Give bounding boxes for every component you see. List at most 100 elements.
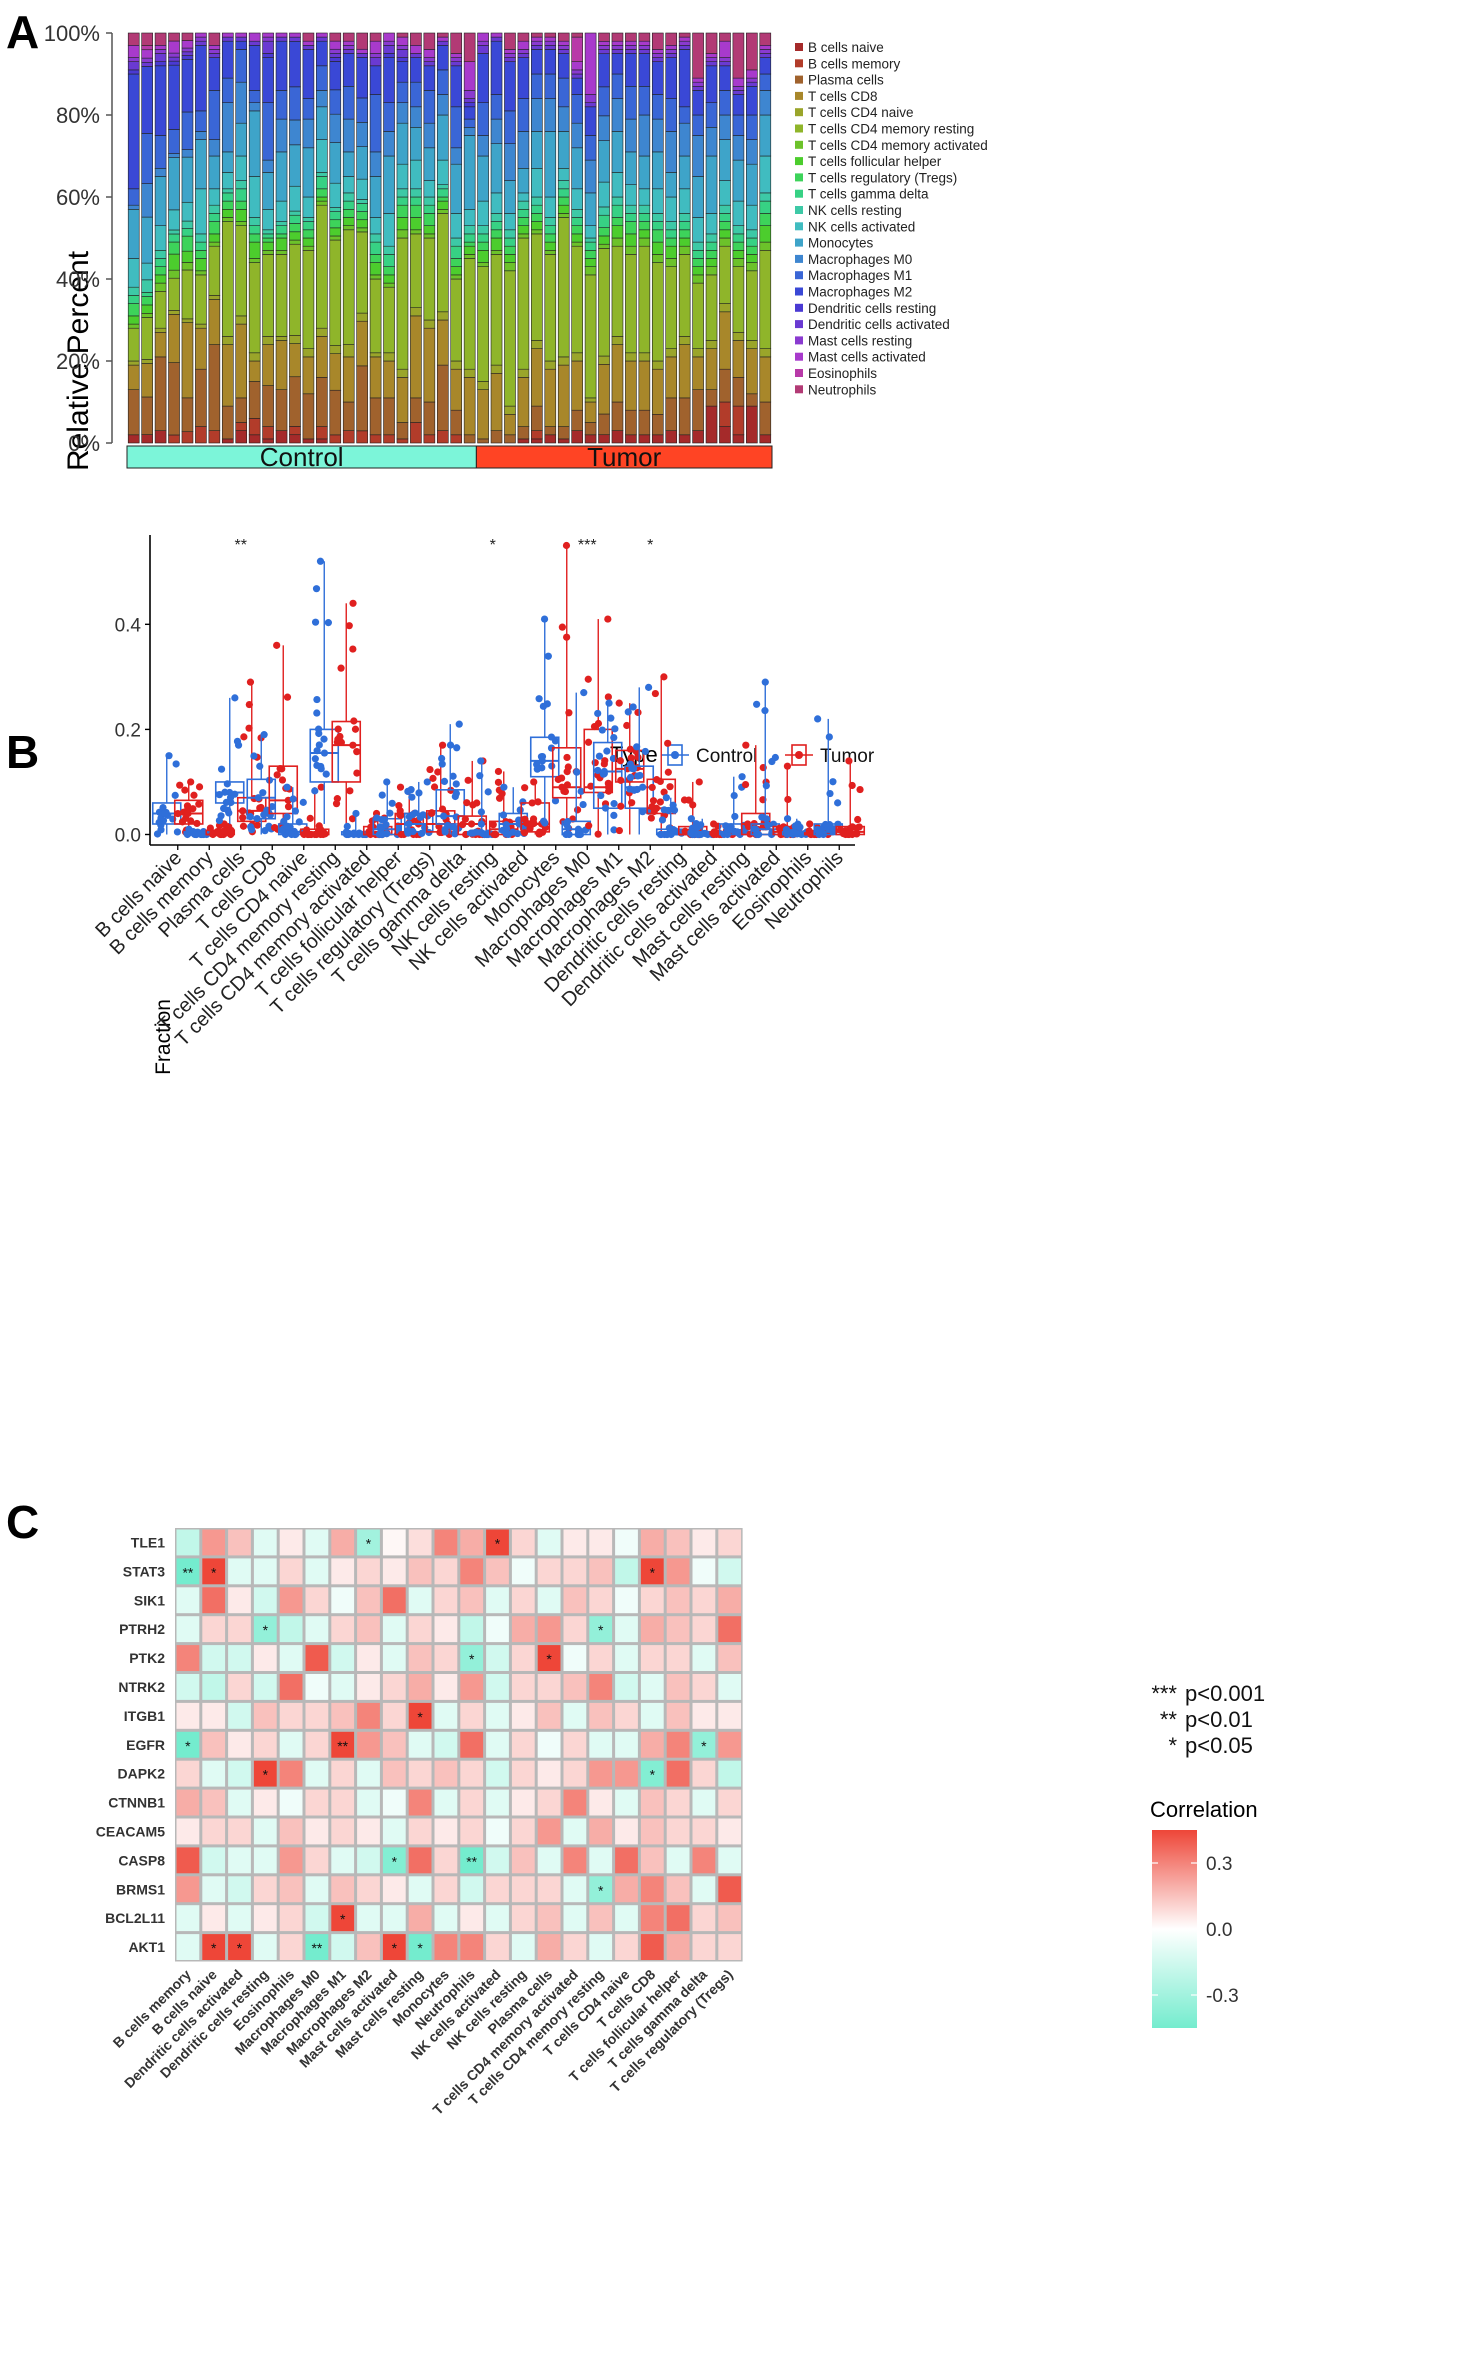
c-heatmap-cell — [511, 1731, 535, 1758]
b-data-point — [710, 820, 718, 828]
b-data-point — [407, 786, 415, 794]
b-data-point — [585, 822, 593, 830]
c-heatmap-cell — [331, 1905, 355, 1932]
a-bar-segment — [369, 278, 382, 354]
b-data-point — [530, 819, 538, 827]
a-bar-segment — [557, 77, 570, 108]
c-heatmap-cell — [718, 1760, 742, 1787]
b-data-point — [697, 821, 705, 829]
b-data-point — [426, 765, 434, 774]
b-data-point — [452, 780, 460, 788]
b-data-point — [311, 618, 320, 626]
b-data-point — [256, 804, 264, 812]
a-bar-segment — [638, 245, 651, 354]
b-data-point — [796, 823, 804, 831]
a-bar-segment — [571, 360, 583, 411]
c-heatmap-cell — [511, 1674, 535, 1700]
c-row-label: CASP8 — [118, 1852, 165, 1868]
a-bar-segment — [396, 196, 409, 206]
a-bar-segment — [436, 40, 449, 46]
a-bar-segment — [611, 217, 624, 226]
a-bar-segment — [544, 225, 557, 235]
a-bar-segment — [275, 389, 288, 432]
a-bar-segment — [369, 274, 382, 280]
c-heatmap-cell — [331, 1934, 355, 1960]
b-data-point — [458, 820, 467, 829]
b-data-point — [544, 652, 552, 660]
a-bar-segment — [168, 157, 180, 211]
a-bar-segment — [369, 57, 382, 67]
a-bar-segment — [450, 368, 463, 411]
b-data-point — [334, 735, 342, 743]
c-heatmap-cell — [615, 1876, 638, 1903]
c-heatmap-cell — [486, 1934, 509, 1960]
a-bar-segment — [665, 49, 678, 54]
c-heatmap-cell — [408, 1616, 432, 1643]
a-bar-segment — [504, 49, 516, 54]
a-bar-segment — [221, 405, 234, 440]
c-heatmap-cell — [202, 1674, 226, 1700]
a-legend-swatch — [795, 320, 803, 329]
a-bar-segment — [463, 127, 476, 136]
b-data-point — [320, 749, 329, 757]
a-legend-swatch — [795, 238, 803, 247]
b-data-point — [666, 783, 674, 791]
b-data-point — [626, 745, 634, 753]
a-bar-segment — [557, 188, 570, 198]
c-heatmap-cell — [692, 1558, 716, 1585]
a-bar-segment — [262, 209, 274, 231]
c-heatmap-cell — [305, 1847, 329, 1874]
b-data-point — [645, 683, 653, 691]
c-heatmap-cell — [253, 1645, 277, 1671]
a-bar-segment — [289, 214, 301, 224]
c-row-label: CEACAM5 — [96, 1823, 165, 1839]
a-bar-segment — [423, 319, 436, 329]
a-bar-segment — [262, 57, 274, 103]
a-bar-segment — [154, 176, 167, 227]
a-bar-segment — [410, 127, 422, 161]
b-data-point — [477, 757, 485, 765]
a-bar-segment — [678, 237, 691, 247]
b-data-point — [598, 726, 606, 734]
c-cell-star: * — [211, 1940, 217, 1956]
a-bar-segment — [746, 270, 758, 341]
a-bar-segment — [678, 122, 691, 157]
a-bar-segment — [571, 94, 583, 124]
c-heatmap-cell — [589, 1558, 613, 1585]
panel-a-letter: A — [6, 6, 39, 58]
c-heatmap-cell — [718, 1529, 742, 1556]
a-bar-segment — [584, 401, 597, 423]
b-data-point — [579, 800, 587, 809]
b-data-point — [600, 767, 608, 776]
a-bar-segment — [262, 159, 274, 173]
a-bar-segment — [396, 49, 409, 58]
a-bar-segment — [275, 336, 288, 341]
a-bar-segment — [638, 32, 651, 42]
a-bar-segment — [732, 405, 745, 436]
a-bar-segment — [141, 262, 153, 281]
a-bar-segment — [490, 32, 503, 38]
b-data-point — [607, 714, 615, 722]
a-bar-segment — [611, 237, 624, 247]
c-heatmap-cell — [692, 1731, 716, 1758]
c-heatmap-cell — [253, 1934, 277, 1960]
b-data-point — [289, 795, 297, 803]
a-bar-segment — [477, 102, 489, 136]
c-heatmap-cell — [563, 1645, 587, 1671]
c-heatmap-cell — [408, 1934, 432, 1960]
c-heatmap-cell — [589, 1702, 613, 1729]
b-data-point — [807, 830, 815, 839]
b-data-point — [353, 748, 361, 756]
c-heatmap-cell — [202, 1934, 226, 1960]
a-bar-segment — [423, 327, 436, 403]
c-heatmap-cell — [357, 1847, 380, 1874]
a-bar-segment — [316, 336, 328, 378]
a-bar-segment — [504, 270, 516, 407]
a-bar-segment — [154, 49, 167, 54]
a-bar-segment — [705, 127, 718, 157]
c-heatmap-cell — [537, 1587, 561, 1614]
a-bar-segment — [195, 250, 207, 259]
b-data-point — [467, 820, 476, 828]
a-bar-segment — [611, 53, 624, 75]
b-data-point — [291, 807, 300, 815]
